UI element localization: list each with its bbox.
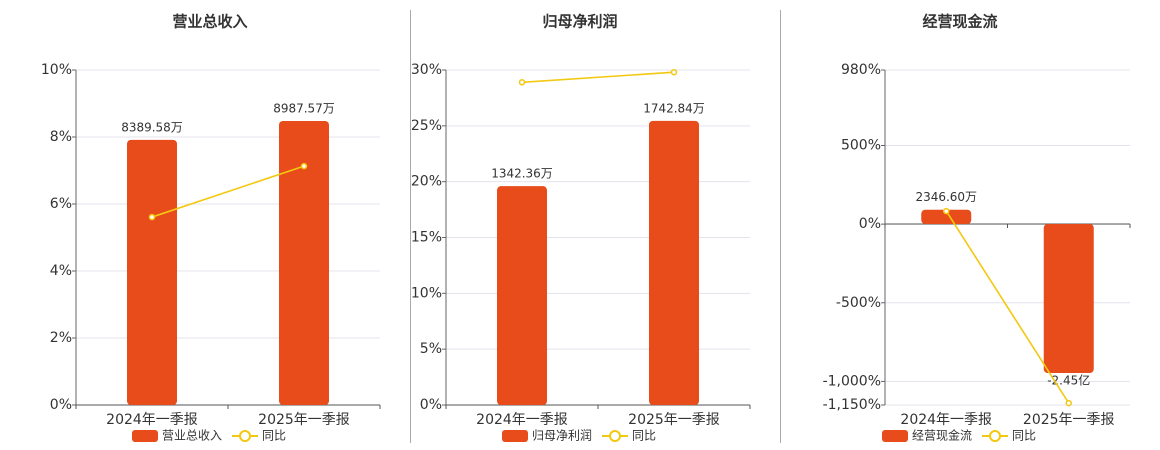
y-tick-label: 10% [41,62,72,78]
legend-label: 营业总收入 [162,429,222,443]
x-tick-label: 2025年一季报 [1023,412,1115,428]
legend-swatch [502,430,528,442]
x-tick-label: 2024年一季报 [900,412,992,428]
data-label: 8389.58万 [121,120,183,134]
line-point [1065,399,1072,407]
chart-title: 营业总收入 [172,13,247,31]
x-tick-label: 2024年一季报 [106,412,198,428]
x-tick-label: 2025年一季报 [258,412,350,428]
data-label: 1342.36万 [491,167,553,181]
y-tick-label: 15% [411,230,442,246]
line [521,71,675,84]
y-tick-label: 4% [50,263,72,279]
y-tick-label: 20% [411,174,442,190]
y-tick-label: 0% [420,397,442,413]
x-tick-label: 2025年一季报 [628,412,720,428]
data-label: 2346.60万 [915,190,977,204]
line-point [943,207,950,215]
data-label: 1742.84万 [643,101,705,115]
legend-label: 同比 [262,429,286,443]
data-label: 8987.57万 [273,101,335,115]
legend-marker [609,430,621,442]
y-tick-label: 0% [50,397,72,413]
y-tick-label: 25% [411,118,442,134]
y-tick-label: 2% [50,330,72,346]
legend-swatch [132,430,158,442]
line [945,210,1070,404]
y-tick-label: 10% [411,285,442,301]
y-tick-label: 6% [50,196,72,212]
y-tick-label: 8% [50,129,72,145]
line-point [670,68,678,76]
legend-label: 同比 [632,429,656,443]
legend-marker [239,430,251,442]
data-label: -2.45亿 [1047,373,1090,388]
bar [127,139,177,406]
legend-marker [989,430,1001,442]
y-tick-label: 500% [841,137,881,153]
legend-swatch [882,430,908,442]
bar [497,186,547,405]
legend-label: 经营现金流 [912,428,972,443]
bar [649,120,699,406]
y-tick-label: 0% [859,216,881,232]
chart-title: 归母净利润 [542,13,617,31]
y-tick-label: 5% [420,341,442,357]
x-tick-label: 2024年一季报 [476,412,568,428]
bar [921,209,972,224]
bar [279,120,329,406]
y-tick-label: -1,150% [823,397,881,413]
y-tick-label: -500% [836,295,881,311]
line-point [518,79,526,86]
bar [1043,223,1094,374]
legend-label: 归母净利润 [532,429,592,443]
line-point [300,162,308,170]
legend-label: 同比 [1012,429,1036,443]
y-tick-label: 980% [841,62,881,78]
y-tick-label: -1,000% [823,373,881,389]
chart-title: 经营现金流 [922,13,997,31]
y-tick-label: 30% [411,62,442,78]
line [151,165,305,218]
line-point [148,213,156,221]
